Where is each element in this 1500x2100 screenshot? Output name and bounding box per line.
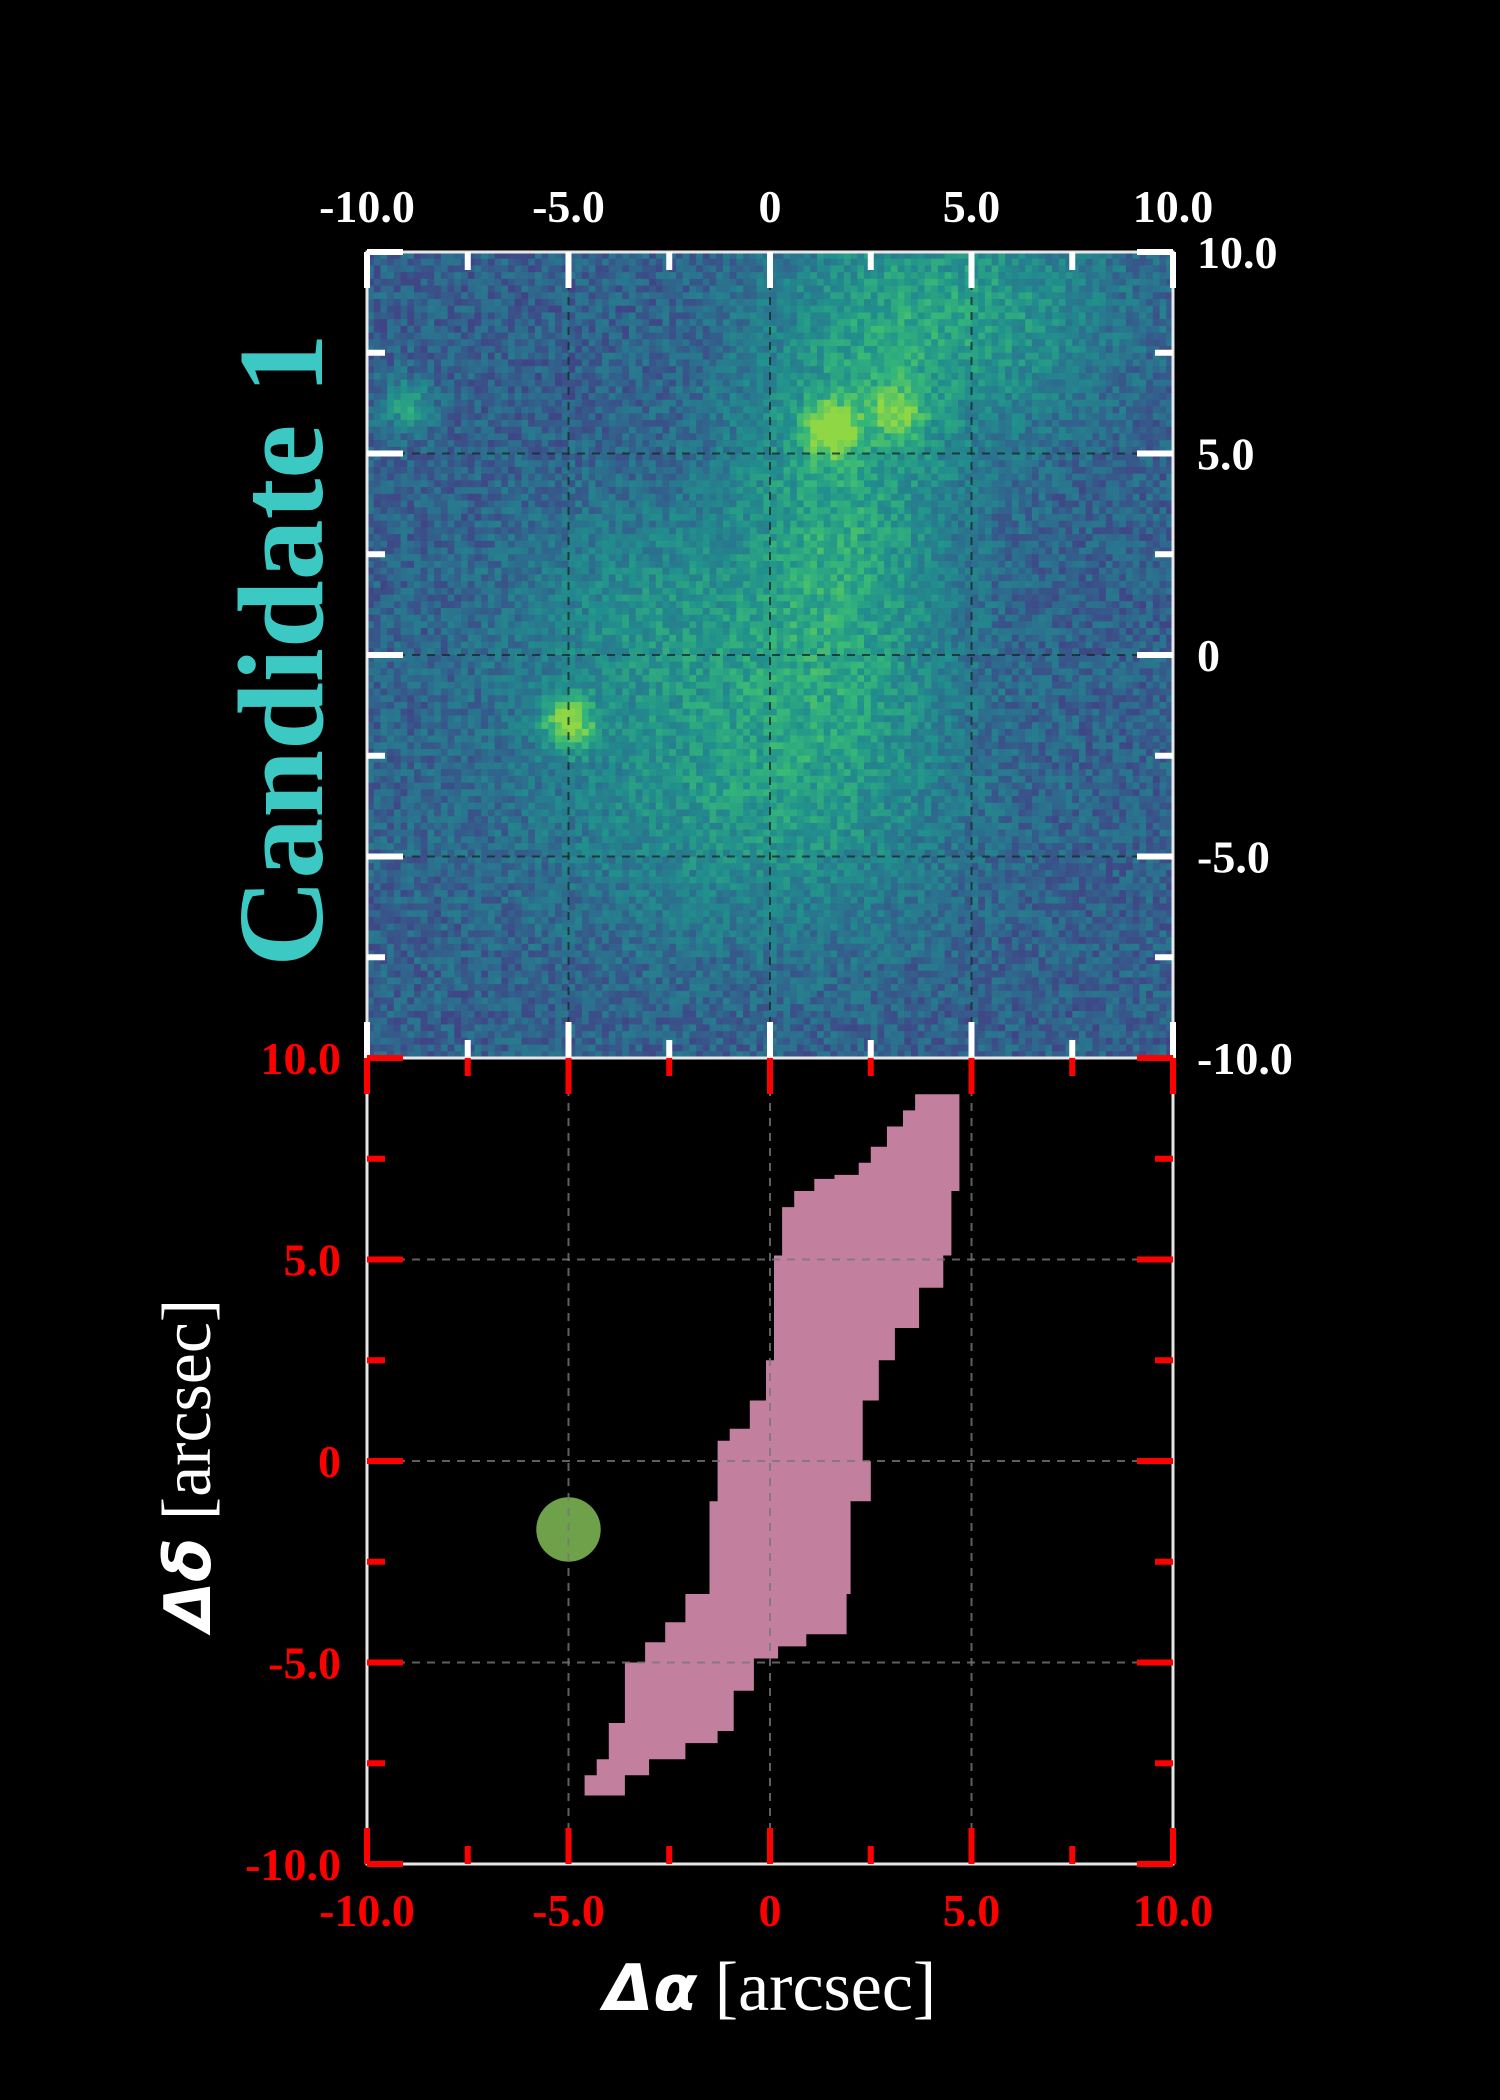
bottom-x-tick-label: 0 (759, 1885, 782, 1936)
top-image-pixels (367, 252, 1174, 1059)
bottom-panel: -10.0 -5.0 0 5.0 10.0 10.0 5.0 0 -5.0 -10.0 (245, 1033, 1213, 1936)
top-y-tick-label: -10.0 (1197, 1033, 1293, 1084)
bottom-x-tick-label: 10.0 (1133, 1885, 1214, 1936)
top-x-tick-label: -5.0 (532, 181, 605, 232)
bottom-y-tick-label: 0 (318, 1436, 341, 1487)
bottom-y-tick-label: 5.0 (284, 1235, 342, 1286)
bottom-y-tick-label: 10.0 (261, 1033, 342, 1084)
bottom-x-tick-label: -5.0 (532, 1885, 605, 1936)
x-axis-symbol: Δα (599, 1952, 699, 2026)
y-axis-label: Δδ [arcsec] (149, 1299, 226, 1636)
bottom-y-tick-label: -10.0 (245, 1839, 341, 1890)
top-y-tick-label: 0 (1197, 630, 1220, 681)
candidate-label: Candidate 1 (214, 333, 349, 967)
top-x-tick-label: 0 (759, 181, 782, 232)
top-y-tick-label: 10.0 (1197, 227, 1278, 278)
bottom-y-tick-label: -5.0 (268, 1638, 341, 1689)
bottom-x-tick-label: -10.0 (319, 1885, 415, 1936)
top-panel: -10.0 -5.0 0 5.0 10.010.0 5.0 0 -5.0 -10.0 (319, 181, 1293, 1084)
y-axis-unit: [arcsec] (149, 1299, 226, 1538)
bottom-x-tick-label: 5.0 (943, 1885, 1001, 1936)
top-x-tick-label: 5.0 (943, 181, 1001, 232)
y-axis-symbol: Δδ (152, 1538, 226, 1637)
x-axis-unit: [arcsec] (697, 1949, 936, 2026)
top-y-tick-label: 5.0 (1197, 429, 1255, 480)
top-x-tick-label: 10.0 (1133, 181, 1214, 232)
x-axis-label: Δα [arcsec] (599, 1949, 936, 2026)
pink-elongated-region (584, 1094, 960, 1796)
top-x-tick-label: -10.0 (319, 181, 415, 232)
top-y-tick-label: -5.0 (1197, 832, 1270, 883)
